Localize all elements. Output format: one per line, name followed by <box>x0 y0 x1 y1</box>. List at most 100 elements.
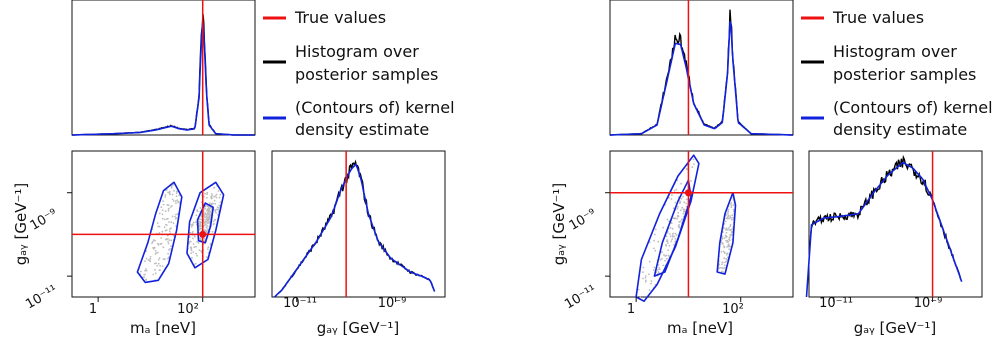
sample-point <box>730 230 733 233</box>
sample-point <box>175 195 178 198</box>
sample-point <box>683 208 686 211</box>
sample-point <box>669 226 672 229</box>
sample-point <box>690 180 692 182</box>
sample-point <box>168 190 171 193</box>
sample-point <box>670 198 673 200</box>
sample-point <box>189 246 192 249</box>
diag-x-axis-label: gₐᵧ [GeV⁻¹] <box>317 319 400 337</box>
sample-point <box>681 218 683 221</box>
sample-point <box>175 217 178 219</box>
sample-point <box>214 210 217 213</box>
sample-point <box>215 193 218 196</box>
sample-point <box>675 188 678 191</box>
sample-point <box>190 249 193 252</box>
sample-point <box>673 189 676 192</box>
sample-point <box>177 201 179 204</box>
sample-point <box>152 247 155 249</box>
sample-point <box>683 201 686 204</box>
sample-point <box>657 240 660 243</box>
sample-point <box>164 210 167 213</box>
marginal-m-frame-right <box>609 0 794 136</box>
sample-point <box>206 193 209 196</box>
corner-plot-left: 1 10² 10⁻⁹ 10⁻¹¹ mₐ [neV] gₐᵧ [GeV⁻¹] 10… <box>12 0 446 337</box>
sample-point <box>727 215 729 218</box>
sample-point <box>199 225 202 228</box>
sample-point <box>666 240 669 243</box>
sample-point <box>718 267 721 269</box>
kde-contour <box>716 191 737 275</box>
sample-point <box>167 191 170 194</box>
sample-point <box>681 206 684 209</box>
sample-point <box>144 273 146 276</box>
sample-point <box>154 250 157 252</box>
sample-point <box>144 269 147 272</box>
sample-point <box>730 218 733 221</box>
sample-point <box>152 273 155 276</box>
sample-point <box>217 190 220 192</box>
sample-point <box>171 215 174 218</box>
sample-point <box>194 221 197 224</box>
sample-point <box>192 251 195 253</box>
sample-point <box>170 239 173 242</box>
sample-point <box>673 235 676 238</box>
sample-point <box>732 204 735 206</box>
kde-contour <box>635 154 700 302</box>
sample-point <box>156 264 159 267</box>
sample-point <box>171 193 174 196</box>
sample-point <box>161 265 164 268</box>
legend-label-hist: Histogram over <box>833 42 957 61</box>
sample-point <box>175 192 178 195</box>
sample-point <box>664 255 667 257</box>
sample-point <box>722 242 724 245</box>
legend-left: True values Histogram over posterior sam… <box>263 8 455 139</box>
sample-point <box>729 223 732 226</box>
sample-point <box>729 229 732 231</box>
sample-point <box>724 261 726 264</box>
sample-point <box>678 202 681 205</box>
sample-point <box>721 263 723 266</box>
sample-point <box>663 254 665 256</box>
marginal-m-frame-left <box>71 0 256 136</box>
sample-point <box>199 237 202 240</box>
sample-point <box>144 260 146 263</box>
marginal-g-frame-left <box>271 150 446 298</box>
sample-point <box>211 193 213 195</box>
sample-point <box>209 242 212 245</box>
sample-point <box>666 257 668 260</box>
sample-point <box>198 225 201 227</box>
sample-point <box>195 245 197 248</box>
sample-point <box>670 222 673 225</box>
sample-point <box>685 202 688 205</box>
diag-x-tick-label: 10⁻¹¹ <box>283 296 317 311</box>
sample-point <box>642 277 644 280</box>
sample-point <box>656 268 659 271</box>
sample-point <box>165 238 167 241</box>
sample-point <box>163 258 166 261</box>
sample-point <box>653 247 655 250</box>
sample-point <box>161 217 164 220</box>
sample-point <box>669 233 671 235</box>
sample-point <box>729 225 732 228</box>
marginal-m-curves-left <box>72 13 255 136</box>
sample-point <box>674 232 677 235</box>
sample-point <box>731 214 734 217</box>
sample-point <box>685 167 688 170</box>
sample-point <box>192 243 195 245</box>
sample-point <box>195 214 198 217</box>
sample-point <box>219 201 222 204</box>
marginal-g-curves-left <box>273 159 436 298</box>
sample-point <box>175 190 178 193</box>
sample-point <box>678 224 681 226</box>
sample-point <box>667 249 670 252</box>
sample-point <box>204 192 206 195</box>
sample-point <box>162 203 165 206</box>
x-axis-label: mₐ [neV] <box>130 319 196 337</box>
kde-marginal-m <box>72 21 255 136</box>
sample-point <box>159 264 162 267</box>
sample-point <box>726 239 729 242</box>
sample-point <box>723 264 726 267</box>
sample-point <box>720 270 723 273</box>
sample-point <box>721 261 724 264</box>
sample-point <box>170 245 172 248</box>
sample-point <box>666 231 669 234</box>
